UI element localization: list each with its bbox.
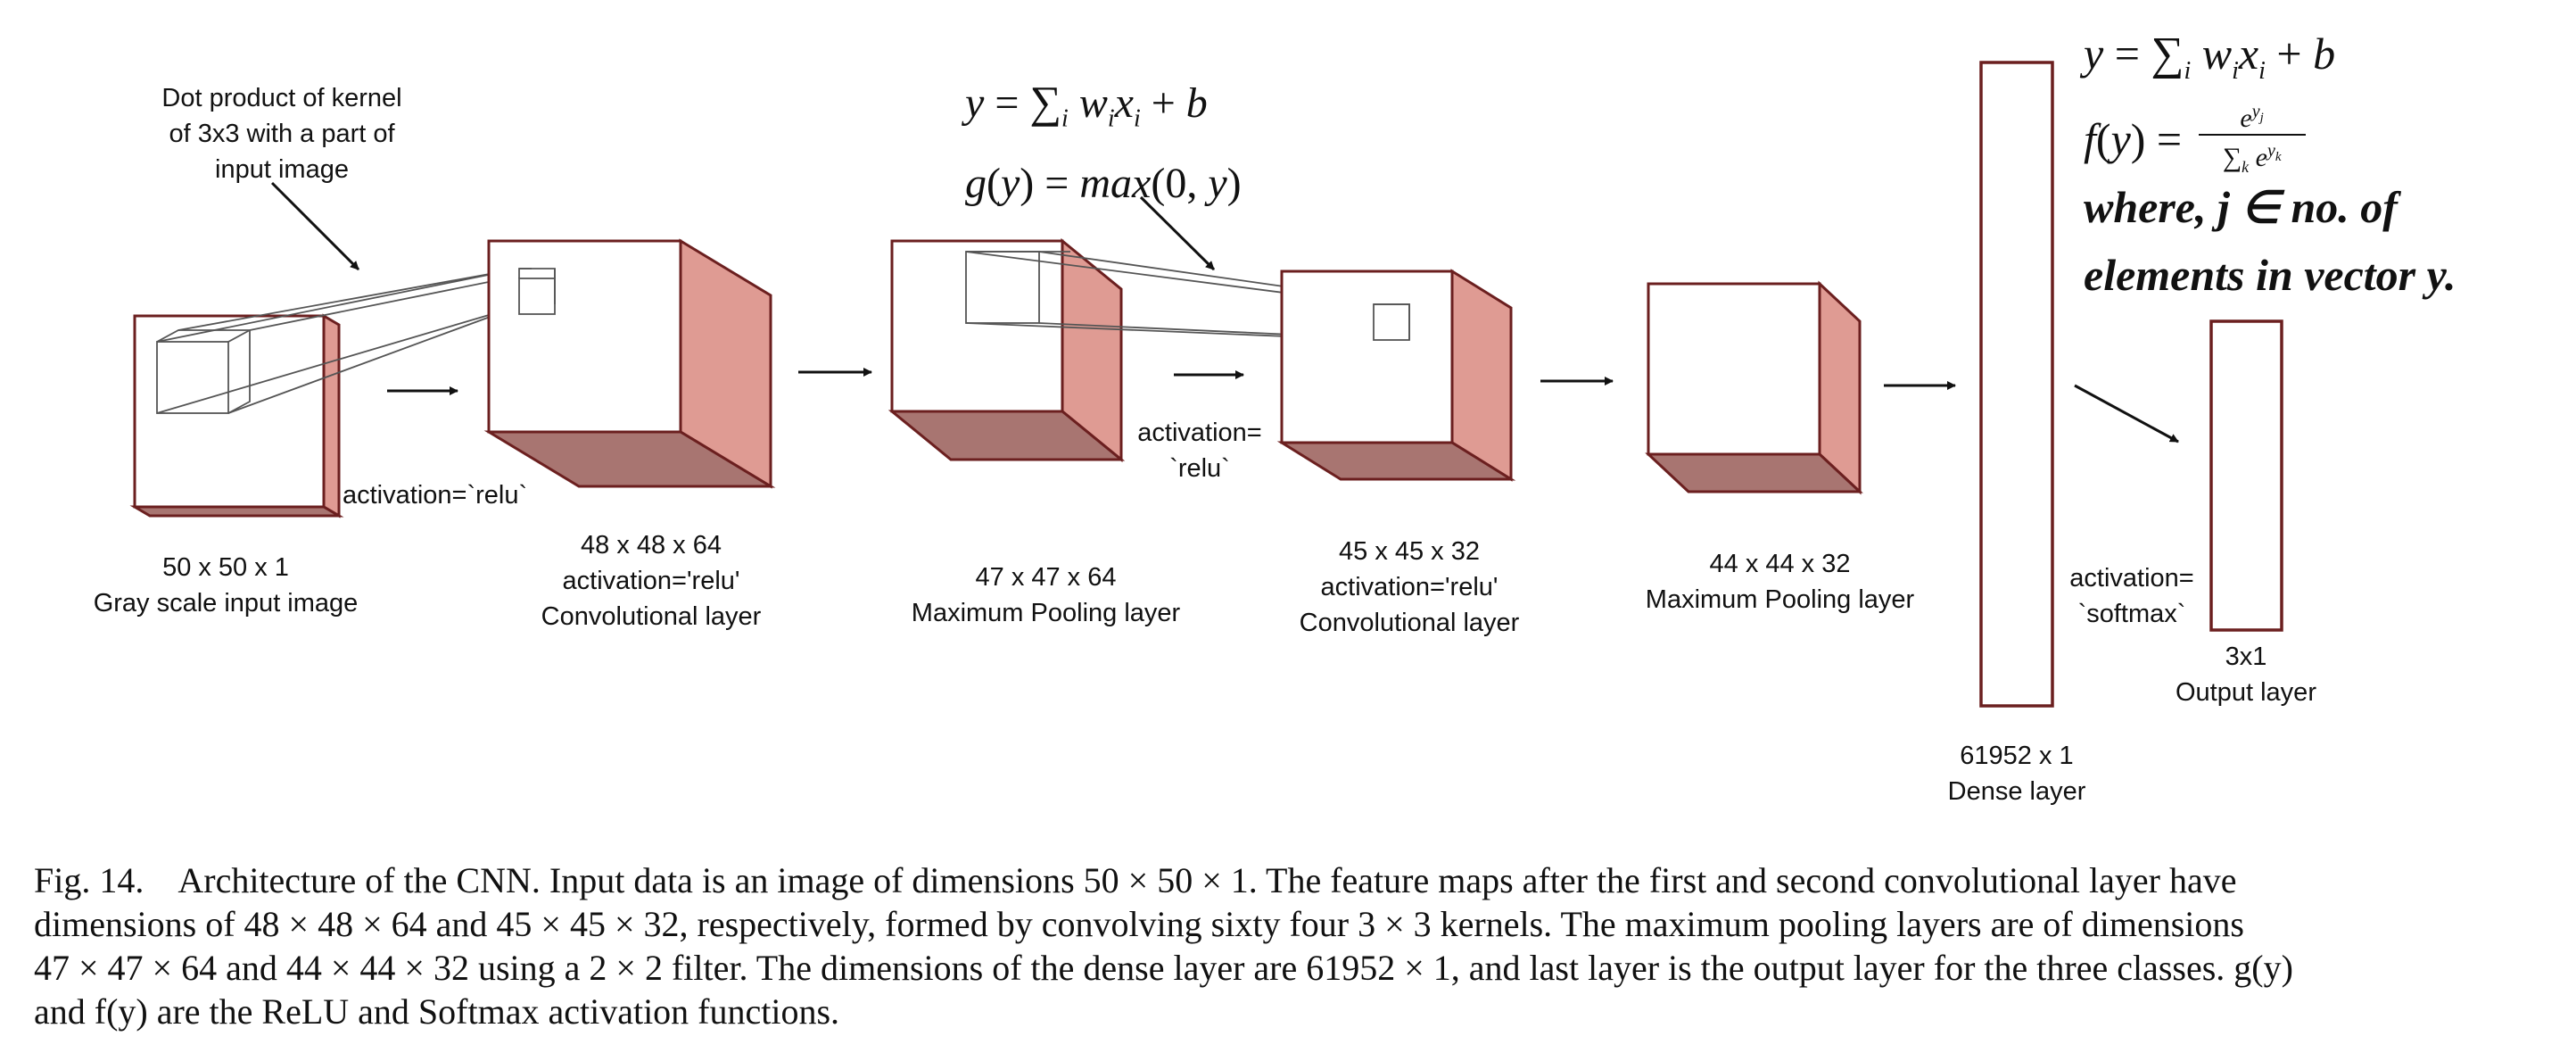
caption-line-3: 47 × 47 × 64 and 44 × 44 × 32 using a 2 … — [34, 948, 2293, 988]
pool2-front-face — [1647, 282, 1821, 456]
conv1-description: Convolutional layer — [541, 602, 762, 631]
arrow-relu-equation — [1139, 195, 1216, 271]
input-dimensions: 50 x 50 x 1 — [162, 553, 289, 582]
output-label: 3x1 Output layer — [2157, 639, 2335, 710]
softmax-fraction-bar — [2198, 134, 2306, 136]
dense-dimensions: 61952 x 1 — [1960, 742, 2074, 770]
softmax-numerator: eyj — [2240, 102, 2264, 133]
kernel-note-line-1: Dot product of kernel — [161, 84, 402, 112]
conv2-block — [1276, 269, 1516, 482]
arrow-kernel-note — [270, 181, 360, 271]
conv2-dimensions: 45 x 45 x 32 — [1339, 537, 1480, 566]
output-layer-bar — [2209, 319, 2283, 632]
pool1-dimensions: 47 x 47 x 64 — [975, 563, 1117, 592]
figure-caption: Fig. 14. Architecture of the CNN. Input d… — [34, 858, 2562, 1033]
conv1-kernel-box — [518, 268, 556, 315]
conv2-label: 45 x 45 x 32 activation='relu' Convoluti… — [1262, 534, 1556, 641]
weighted-sum-equation-right: y = ∑i wixi + b — [2084, 29, 2336, 85]
cnn-diagram — [129, 61, 2283, 708]
activation-relu-after-input: activation=`relu` — [343, 481, 528, 510]
softmax-denominator: ∑k eyk — [2222, 141, 2282, 176]
pool1-description: Maximum Pooling layer — [911, 599, 1181, 627]
pool2-label: 44 x 44 x 32 Maximum Pooling layer — [1622, 546, 1938, 618]
activation-relu-line-2: `relu` — [1169, 454, 1230, 483]
input-layer-label: 50 x 50 x 1 Gray scale input image — [70, 550, 382, 621]
kernel-note-line-2: of 3x3 with a part of — [169, 120, 395, 148]
caption-line-1-text: Architecture of the CNN. Input data is a… — [178, 860, 2237, 900]
caption-line-4: and f(y) are the ReLU and Softmax activa… — [34, 991, 840, 1032]
flow-arrows — [270, 181, 2179, 444]
input-description: Gray scale input image — [93, 589, 359, 618]
conv1-block — [483, 238, 776, 489]
where-clause-2: elements in vector y. — [2084, 250, 2456, 300]
kernel-note: Dot product of kernel of 3x3 with a part… — [148, 80, 416, 187]
dense-layer-bar — [1979, 61, 2054, 708]
dense-label: 61952 x 1 Dense layer — [1905, 738, 2128, 809]
input-front-face — [133, 314, 326, 509]
input-side-face — [322, 313, 341, 518]
weighted-sum-equation: y = ∑i wixi + b — [965, 77, 1208, 133]
dense-description: Dense layer — [1947, 777, 2086, 806]
caption-line-2: dimensions of 48 × 48 × 64 and 45 × 45 ×… — [34, 904, 2244, 944]
conv1-label: 48 x 48 x 64 activation='relu' Convoluti… — [500, 527, 803, 634]
pool2-description: Maximum Pooling layer — [1645, 585, 1915, 614]
input-image-block — [129, 268, 556, 518]
conv1-dimensions: 48 x 48 x 64 — [581, 531, 722, 560]
output-dimensions: 3x1 — [2225, 643, 2267, 671]
pool2-block — [1645, 280, 1863, 495]
relu-equation: g(y) = max(0, y) — [965, 159, 1242, 207]
where-clause: where, j ∈ no. of — [2084, 182, 2398, 232]
output-description: Output layer — [2176, 678, 2316, 707]
activation-softmax-line-2: `softmax` — [2077, 600, 2186, 628]
activation-relu-line-1: activation= — [1137, 419, 1262, 447]
softmax-equations: y = ∑i wixi + b f(y) = eyj ∑k eyk where,… — [2084, 20, 2456, 309]
arrow-dense-to-output — [2074, 384, 2179, 444]
pool1-label: 47 x 47 x 64 Maximum Pooling layer — [892, 560, 1200, 631]
relu-equations: y = ∑i wixi + b g(y) = max(0, y) — [965, 70, 1242, 216]
conv2-kernel-box — [1373, 303, 1410, 341]
softmax-equation: f(y) = eyj ∑k eyk — [2084, 102, 2456, 176]
conv2-front-face — [1280, 269, 1454, 444]
caption-line-1: Fig. 14. Architecture of the CNN. Input d… — [34, 858, 2562, 902]
conv1-activation: activation='relu' — [562, 567, 740, 595]
activation-softmax-line-1: activation= — [2069, 564, 2194, 593]
conv1-front-face — [487, 239, 682, 434]
activation-relu-after-pool1: activation= `relu` — [1119, 415, 1280, 486]
conv2-activation: activation='relu' — [1320, 573, 1499, 601]
pool1-window-box — [965, 251, 1070, 324]
conv2-description: Convolutional layer — [1299, 609, 1520, 637]
kernel-note-line-3: input image — [215, 155, 349, 184]
figure-number: Fig. 14. — [34, 860, 144, 900]
activation-softmax: activation= `softmax` — [2052, 560, 2212, 632]
pool2-dimensions: 44 x 44 x 32 — [1709, 550, 1851, 578]
